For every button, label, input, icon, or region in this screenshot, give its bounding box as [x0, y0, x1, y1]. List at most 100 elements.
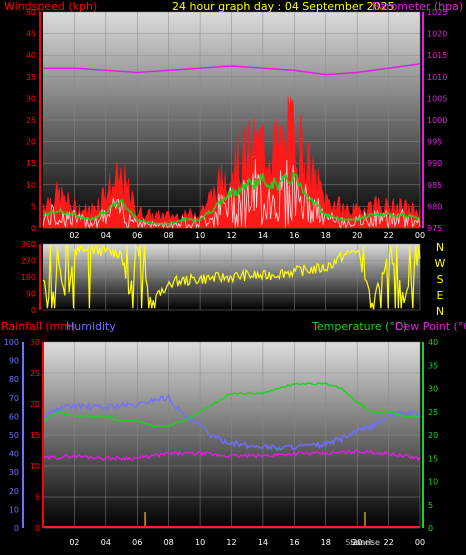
climate-x-tick-label: 06	[132, 538, 142, 547]
wind-x-tick-label: 10	[195, 231, 205, 240]
humidity-series-line	[42, 394, 421, 452]
humidity-tick-label: 0	[14, 524, 19, 533]
climate-x-tick-label: 00	[415, 538, 425, 547]
climate-panel: 0510152025300102030405060708090100051015…	[4, 338, 438, 547]
wind-panel: 0510152025303540455097598098599099510001…	[26, 8, 448, 240]
wind-tick-label: 25	[26, 116, 36, 125]
direction-tick-label: 90	[26, 290, 36, 299]
wind-tick-label: 10	[26, 181, 36, 190]
rain-tick-label: 5	[35, 493, 40, 502]
temperature-tick-label: 25	[428, 408, 438, 417]
temperature-tick-label: 40	[428, 338, 438, 347]
wind-panel-marks	[42, 63, 421, 229]
dewpoint-series-line	[42, 448, 421, 462]
direction-tick-label: 180	[21, 273, 36, 282]
climate-x-tick-label: 22	[383, 538, 393, 547]
climate-x-tick-label: 04	[101, 538, 111, 547]
humidity-tick-label: 80	[9, 375, 19, 384]
climate-x-tick-label: 02	[69, 538, 79, 547]
barometer-axis-title: Barometer (hpa)	[372, 0, 463, 13]
barometer-tick-label: 1015	[427, 51, 447, 60]
compass-label: N	[436, 241, 444, 254]
climate-x-tick-label: 16	[289, 538, 299, 547]
chart-title: 24 hour graph day : 04 September 2025	[172, 0, 395, 13]
wind-tick-label: 15	[26, 159, 36, 168]
wind-x-tick-label: 04	[101, 231, 111, 240]
temperature-tick-label: 5	[428, 501, 433, 510]
temperature-tick-label: 10	[428, 478, 438, 487]
wind-panel-axes: 0510152025303540455097598098599099510001…	[26, 8, 448, 240]
rainfall-axis-title: Rainfall (mm)	[1, 320, 75, 333]
climate-x-tick-label: 08	[164, 538, 174, 547]
humidity-tick-label: 70	[9, 394, 19, 403]
climate-panel-axes: 0510152025300102030405060708090100051015…	[4, 338, 438, 547]
wind-x-tick-label: 12	[226, 231, 236, 240]
barometer-tick-label: 1025	[427, 8, 447, 17]
average-wind-series-line	[42, 171, 421, 226]
barometer-tick-label: 980	[427, 202, 442, 211]
climate-x-tick-label: 14	[258, 538, 268, 547]
direction-tick-label: 0	[31, 306, 36, 315]
wind-direction-series	[42, 243, 421, 310]
sunset-label: Sunset	[345, 538, 372, 547]
rain-tick-label: 10	[30, 462, 40, 471]
wind-panel-grid	[43, 11, 421, 229]
compass-label: S	[437, 273, 444, 286]
dewpoint-axis-title: Dew Point (°C)	[395, 320, 466, 333]
wind-x-tick-label: 20	[352, 231, 362, 240]
wind-x-tick-label: 14	[258, 231, 268, 240]
humidity-tick-label: 40	[9, 450, 19, 459]
barometer-tick-label: 1010	[427, 73, 447, 82]
wind-x-tick-label: 08	[164, 231, 174, 240]
wind-x-tick-label: 06	[132, 231, 142, 240]
climate-x-tick-label: 12	[226, 538, 236, 547]
wind-tick-label: 50	[26, 8, 36, 17]
compass-label: W	[435, 257, 446, 270]
humidity-tick-label: 50	[9, 431, 19, 440]
direction-panel-marks	[42, 243, 421, 310]
wind-tick-label: 20	[26, 138, 36, 147]
temperature-tick-label: 30	[428, 385, 438, 394]
wind-tick-label: 40	[26, 51, 36, 60]
wind-axis-title: Windspeed (kph)	[4, 0, 97, 13]
rain-tick-label: 25	[30, 369, 40, 378]
wind-x-tick-label: 18	[321, 231, 331, 240]
climate-x-tick-label: 10	[195, 538, 205, 547]
wind-tick-label: 5	[31, 202, 36, 211]
barometer-series-line	[43, 63, 421, 76]
wind-x-tick-label: 22	[383, 231, 393, 240]
temperature-tick-label: 0	[428, 524, 433, 533]
barometer-tick-label: 990	[427, 159, 442, 168]
temperature-series-line	[42, 382, 421, 428]
compass-label: E	[437, 289, 444, 302]
humidity-tick-label: 20	[9, 487, 19, 496]
climate-x-tick-label: 18	[321, 538, 331, 547]
direction-tick-label: 360	[21, 240, 36, 249]
barometer-tick-label: 1005	[427, 94, 447, 103]
temperature-axis-title: Temperature (°C)	[311, 320, 407, 333]
sunrise-label: Sunrise	[350, 538, 380, 547]
compass-label: N	[436, 305, 444, 318]
barometer-tick-label: 1020	[427, 30, 447, 39]
rain-tick-label: 0	[35, 524, 40, 533]
barometer-tick-label: 985	[427, 181, 442, 190]
rain-tick-label: 15	[30, 431, 40, 440]
climate-x-tick-label: 20	[352, 538, 362, 547]
wind-tick-label: 35	[26, 73, 36, 82]
temperature-tick-label: 35	[428, 361, 438, 370]
barometer-tick-label: 975	[427, 224, 442, 233]
humidity-tick-label: 60	[9, 412, 19, 421]
climate-panel-marks	[42, 382, 421, 528]
direction-tick-label: 270	[21, 257, 36, 266]
wind-x-tick-label: 02	[69, 231, 79, 240]
wind-x-tick-label: 16	[289, 231, 299, 240]
temperature-tick-label: 20	[428, 431, 438, 440]
humidity-tick-label: 100	[4, 338, 19, 347]
humidity-axis-title: Humidity	[66, 320, 116, 333]
windspeed-series-area	[42, 96, 421, 229]
humidity-tick-label: 10	[9, 505, 19, 514]
wind-x-tick-label: 00	[415, 231, 425, 240]
